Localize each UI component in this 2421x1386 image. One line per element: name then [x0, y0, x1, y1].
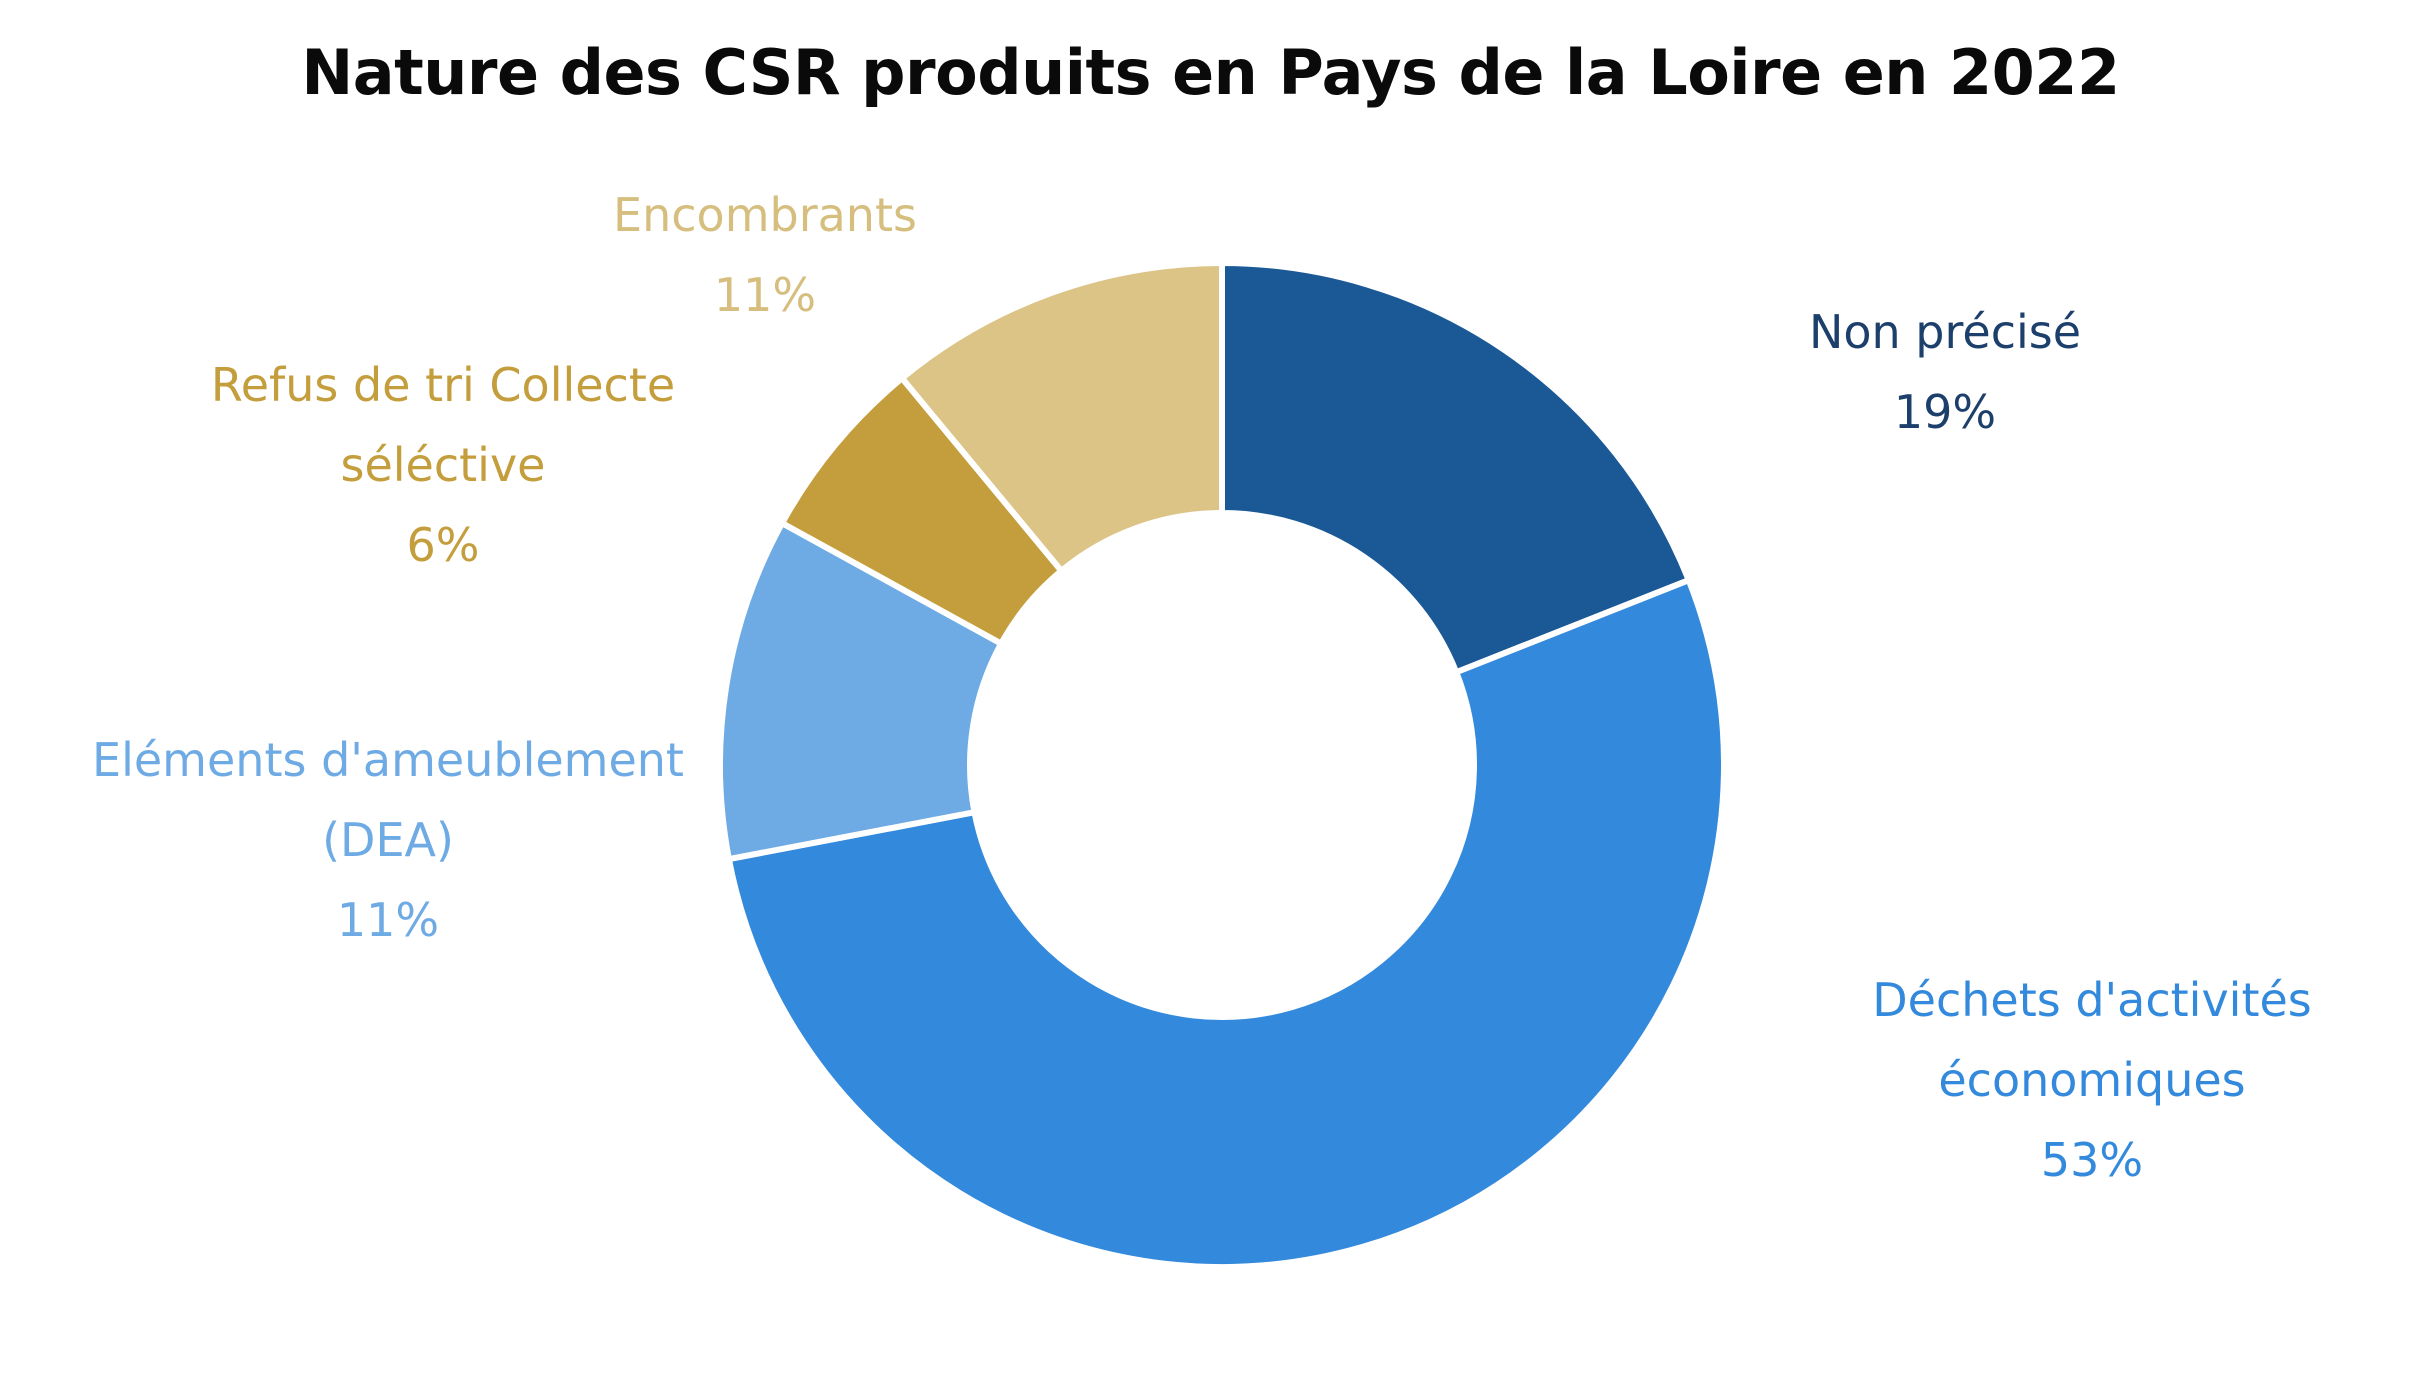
slice-label-non-precise: Non précisé 19%	[1809, 292, 2081, 452]
slice-label-refus-de-tri-collecte: Refus de tri Collecte séléctive 6%	[211, 345, 675, 585]
chart-title: Nature des CSR produits en Pays de la Lo…	[301, 36, 2120, 109]
slice-value-label: 19%	[1893, 385, 1997, 439]
slice-value-label: 11%	[713, 268, 817, 322]
slice-label-text: Encombrants	[613, 188, 917, 242]
slice-label-text: (DEA)	[322, 813, 454, 867]
slice-label-text: économiques	[1938, 1053, 2246, 1107]
slice-encombrants	[899, 260, 1225, 574]
slice-label-text: séléctive	[340, 438, 546, 492]
slice-label-text: Refus de tri Collecte	[210, 358, 676, 412]
slice-label-text: Déchets d'activités	[1872, 973, 2312, 1027]
slice-label-encombrants: Encombrants 11%	[613, 175, 917, 335]
slice-label-text: Eléments d'ameublement	[92, 733, 684, 787]
slice-value-label: 6%	[406, 518, 480, 572]
slice-non-precise	[1219, 260, 1692, 676]
slice-label-elements-d-ameublement: Eléments d'ameublement (DEA) 11%	[92, 720, 684, 960]
slice-value-label: 53%	[2040, 1133, 2144, 1187]
slice-dechets-d-activites	[725, 577, 1727, 1270]
slice-label-dechets-d-activites: Déchets d'activités économiques 53%	[1872, 960, 2312, 1200]
slice-value-label: 11%	[336, 893, 440, 947]
slice-label-text: Non précisé	[1808, 305, 2082, 359]
